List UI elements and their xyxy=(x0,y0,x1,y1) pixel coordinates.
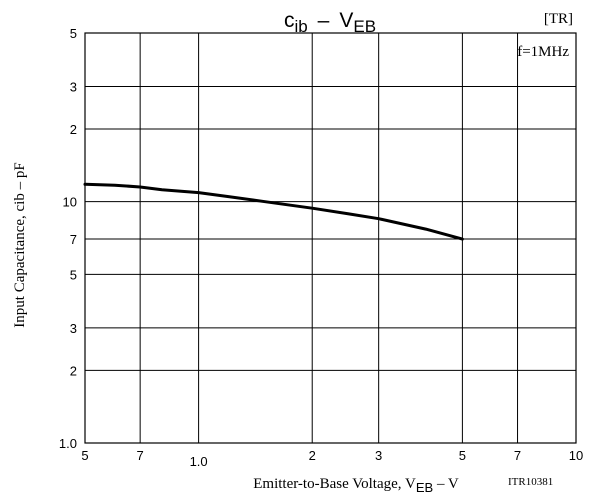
x-axis-label-unit: – V xyxy=(433,476,459,492)
x-tick-label: 7 xyxy=(514,448,521,463)
chart-tag: [TR] xyxy=(544,11,573,27)
title-c-sub: ib xyxy=(294,17,307,36)
x-tick-label: 2 xyxy=(309,448,316,463)
y-tick-label: 2 xyxy=(70,122,77,137)
y-tick-label: 2 xyxy=(70,363,77,378)
x-tick-label: 7 xyxy=(137,448,144,463)
x-tick-label: 5 xyxy=(81,448,88,463)
x-tick-label: 3 xyxy=(375,448,382,463)
x-axis-label-text: Emitter-to-Base Voltage, V xyxy=(253,476,416,492)
title-v: V xyxy=(339,9,353,32)
x-tick-label: 10 xyxy=(569,448,583,463)
y-tick-labels: 1.0 2 3 5 7 10 2 3 5 xyxy=(59,26,77,451)
y-tick-label: 5 xyxy=(70,267,77,282)
title-dash: – xyxy=(318,9,330,32)
x-tick-labels: 5 7 1.0 2 3 5 7 10 xyxy=(81,448,583,469)
title-v-sub: EB xyxy=(353,17,376,36)
x-axis-label: Emitter-to-Base Voltage, VEB – V xyxy=(253,476,459,495)
title-c: c xyxy=(284,9,295,32)
frequency-annotation: f=1MHz xyxy=(517,44,569,60)
y-tick-label: 3 xyxy=(70,321,77,336)
y-tick-label: 3 xyxy=(70,80,77,95)
data-curves xyxy=(83,182,464,241)
x-tick-label: 5 xyxy=(459,448,466,463)
chart-title: cib – VEB xyxy=(284,9,376,36)
figure-code: ITR10381 xyxy=(508,476,553,488)
grid-lines xyxy=(85,33,576,443)
x-tick-label: 1.0 xyxy=(190,454,208,469)
y-axis-label: Input Capacitance, cib – pF xyxy=(12,162,28,327)
y-tick-label: 10 xyxy=(63,195,77,210)
y-tick-label: 1.0 xyxy=(59,436,77,451)
series-line xyxy=(83,182,464,241)
y-tick-label: 7 xyxy=(70,232,77,247)
x-axis-label-sub: EB xyxy=(416,480,433,495)
y-tick-label: 5 xyxy=(70,26,77,41)
plot-frame xyxy=(84,32,577,444)
